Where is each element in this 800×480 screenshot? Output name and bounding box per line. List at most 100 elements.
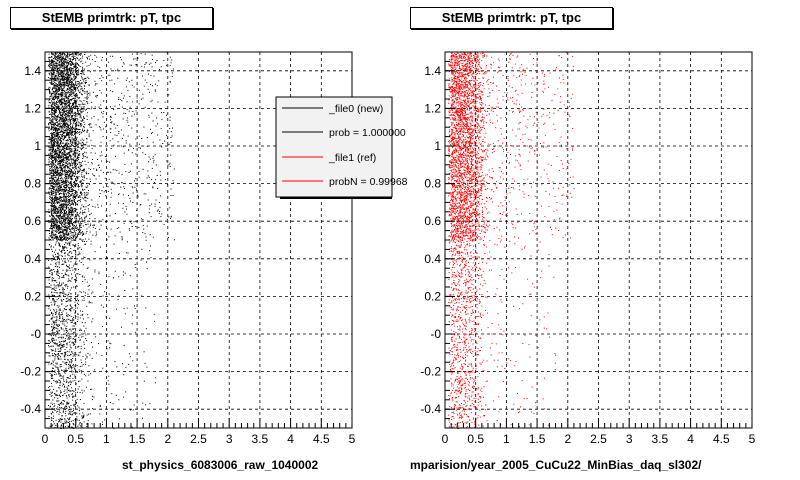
data-point: [76, 74, 78, 76]
data-point: [62, 128, 64, 130]
data-point: [50, 93, 52, 95]
data-point: [62, 209, 64, 210]
data-point: [76, 137, 78, 139]
data-point: [66, 70, 68, 72]
data-point: [118, 99, 119, 100]
data-point: [83, 100, 85, 101]
data-point: [72, 162, 74, 164]
data-point: [69, 225, 71, 227]
data-point: [51, 121, 53, 123]
data-point: [158, 212, 160, 214]
data-point: [88, 123, 90, 125]
data-point: [75, 219, 77, 221]
data-point: [66, 230, 68, 232]
data-point: [51, 123, 53, 125]
data-point: [58, 153, 60, 155]
data-point: [54, 141, 56, 143]
data-point: [81, 197, 83, 199]
data-point: [74, 140, 76, 142]
data-point: [48, 209, 50, 211]
data-point: [66, 103, 67, 105]
data-point: [150, 128, 151, 130]
data-point: [77, 153, 79, 155]
data-point: [74, 102, 76, 104]
data-point: [70, 64, 72, 66]
data-point: [169, 80, 171, 82]
data-point: [65, 120, 66, 122]
data-point: [71, 201, 73, 203]
data-point: [81, 144, 83, 146]
data-point: [60, 186, 62, 188]
data-point: [87, 161, 89, 163]
data-point: [63, 189, 65, 190]
data-point: [52, 149, 54, 151]
data-point: [53, 173, 55, 175]
data-point: [161, 146, 163, 148]
data-point: [135, 153, 137, 155]
data-point: [66, 217, 68, 219]
data-point: [78, 345, 80, 347]
data-point: [70, 146, 72, 147]
data-point: [87, 130, 89, 132]
data-point: [67, 158, 69, 160]
data-point: [170, 154, 172, 156]
data-point: [63, 71, 65, 73]
data-point: [73, 120, 74, 122]
data-point: [72, 90, 74, 92]
data-point: [66, 155, 68, 157]
data-point: [79, 170, 81, 172]
data-point: [68, 148, 70, 150]
data-point: [56, 184, 58, 186]
data-point: [69, 84, 71, 86]
data-point: [59, 155, 61, 157]
data-point: [55, 137, 57, 139]
data-point: [79, 117, 81, 119]
data-point: [62, 54, 64, 56]
data-point: [55, 200, 57, 202]
data-point: [86, 112, 88, 114]
data-point: [84, 129, 85, 131]
data-point: [53, 165, 55, 167]
data-point: [74, 69, 76, 71]
data-point: [72, 218, 73, 219]
data-point: [75, 158, 77, 160]
data-point: [51, 205, 53, 207]
data-point: [76, 120, 78, 122]
data-point: [129, 64, 131, 66]
data-point: [169, 65, 171, 67]
data-point: [128, 195, 129, 197]
data-point: [58, 184, 60, 186]
data-point: [48, 222, 50, 223]
data-point: [132, 192, 134, 194]
data-point: [70, 164, 72, 166]
data-point: [64, 165, 65, 167]
data-point: [55, 133, 57, 135]
data-point: [131, 226, 133, 227]
data-point: [70, 84, 72, 85]
data-point: [52, 226, 54, 228]
data-point: [61, 59, 63, 60]
data-point: [70, 230, 72, 232]
data-point: [52, 237, 54, 238]
data-point: [49, 169, 51, 171]
data-point: [50, 61, 52, 62]
data-point: [57, 104, 59, 106]
data-point: [63, 87, 65, 89]
data-point: [88, 85, 90, 86]
data-point: [68, 216, 70, 218]
data-point: [53, 96, 55, 98]
data-point: [66, 389, 68, 391]
data-point: [66, 94, 68, 96]
data-point: [69, 198, 71, 200]
data-point: [64, 189, 66, 191]
data-point: [55, 107, 57, 109]
data-point: [55, 110, 57, 112]
data-point: [152, 187, 154, 189]
data-point: [77, 105, 78, 107]
data-point: [126, 213, 128, 215]
data-point: [79, 153, 81, 155]
data-point: [89, 183, 91, 185]
data-point: [71, 116, 73, 118]
data-point: [85, 81, 87, 83]
